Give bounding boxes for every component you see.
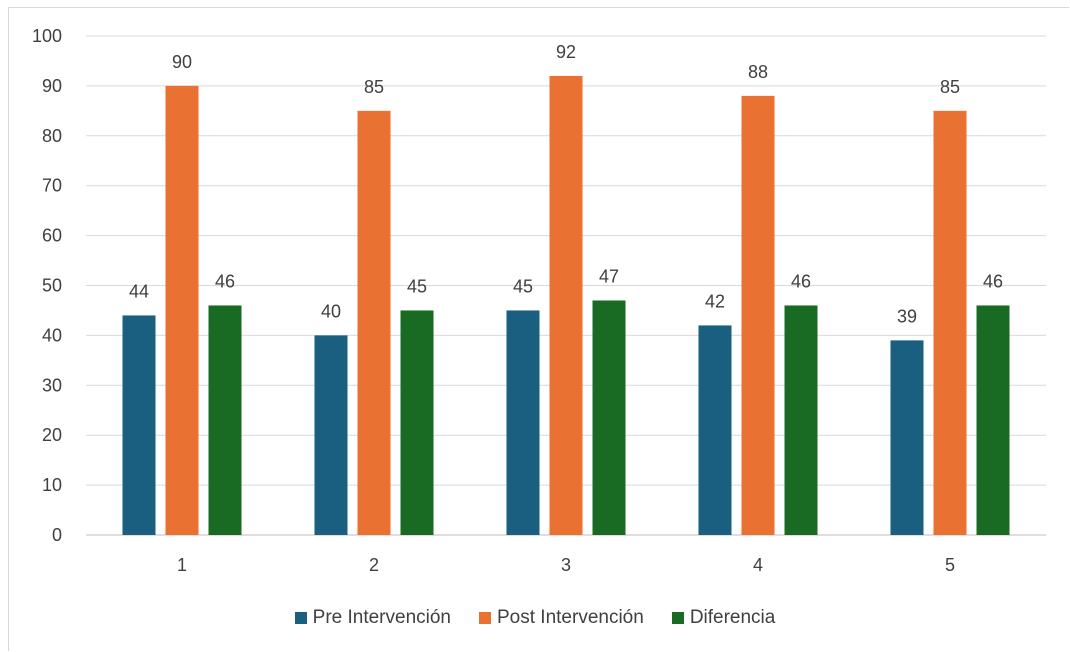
data-label: 90 [172, 52, 192, 72]
data-label: 39 [897, 306, 917, 326]
chart-frame [8, 7, 1069, 651]
data-label: 45 [513, 276, 533, 296]
data-label: 46 [791, 271, 811, 291]
y-tick-label: 0 [52, 525, 62, 545]
x-tick-label: 2 [369, 555, 379, 575]
y-tick-label: 90 [42, 76, 62, 96]
x-tick-label: 4 [753, 555, 763, 575]
legend-item: Post Intervención [479, 607, 644, 629]
y-axis-ticks: 0 10 20 30 40 50 60 70 80 90 100 [32, 26, 62, 545]
bar [933, 110, 967, 535]
legend-item: Diferencia [671, 607, 776, 629]
data-label: 85 [940, 77, 960, 97]
y-tick-label: 100 [32, 26, 62, 46]
bar [506, 310, 540, 535]
data-label: 88 [748, 62, 768, 82]
x-tick-label: 3 [561, 555, 571, 575]
x-tick-label: 1 [177, 555, 187, 575]
data-label: 45 [407, 276, 427, 296]
data-label: 46 [215, 271, 235, 291]
bar [698, 325, 732, 535]
bar [314, 335, 348, 535]
y-tick-label: 70 [42, 176, 62, 196]
y-tick-label: 30 [42, 375, 62, 395]
legend-swatch [294, 612, 307, 624]
bars [122, 75, 1010, 536]
y-tick-label: 20 [42, 425, 62, 445]
data-label: 40 [321, 301, 341, 321]
bar [976, 305, 1010, 535]
data-label: 92 [556, 42, 576, 62]
legend-label: Pre Intervención [312, 607, 451, 628]
bar [592, 300, 626, 535]
data-label: 85 [364, 77, 384, 97]
y-tick-label: 60 [42, 226, 62, 246]
bar [122, 315, 156, 535]
data-label: 47 [599, 266, 619, 286]
legend-swatch [479, 612, 491, 624]
bar [741, 95, 775, 535]
x-tick-label: 5 [945, 555, 955, 575]
bar [890, 340, 924, 535]
y-tick-label: 40 [42, 325, 62, 345]
legend-item: Pre Intervención [294, 607, 451, 629]
legend-swatch [671, 612, 684, 624]
data-label: 44 [129, 281, 149, 301]
legend: Pre Intervención Post Intervención Diferen… [0, 604, 1070, 632]
data-labels: 44 90 46 40 85 45 45 92 47 42 88 46 39 85 46 [129, 42, 1003, 326]
y-tick-label: 10 [42, 475, 62, 495]
bar [400, 310, 434, 535]
y-tick-label: 80 [42, 126, 62, 146]
legend-label: Post Intervención [497, 607, 644, 628]
bar [784, 305, 818, 535]
bar [165, 85, 199, 536]
data-label: 42 [705, 291, 725, 311]
legend-label: Diferencia [689, 607, 776, 628]
y-tick-label: 50 [42, 276, 62, 296]
data-label: 46 [983, 271, 1003, 291]
x-axis-ticks: 1 2 3 4 5 [177, 555, 955, 575]
bar [549, 75, 583, 536]
bar [208, 305, 242, 535]
bar [357, 110, 391, 535]
